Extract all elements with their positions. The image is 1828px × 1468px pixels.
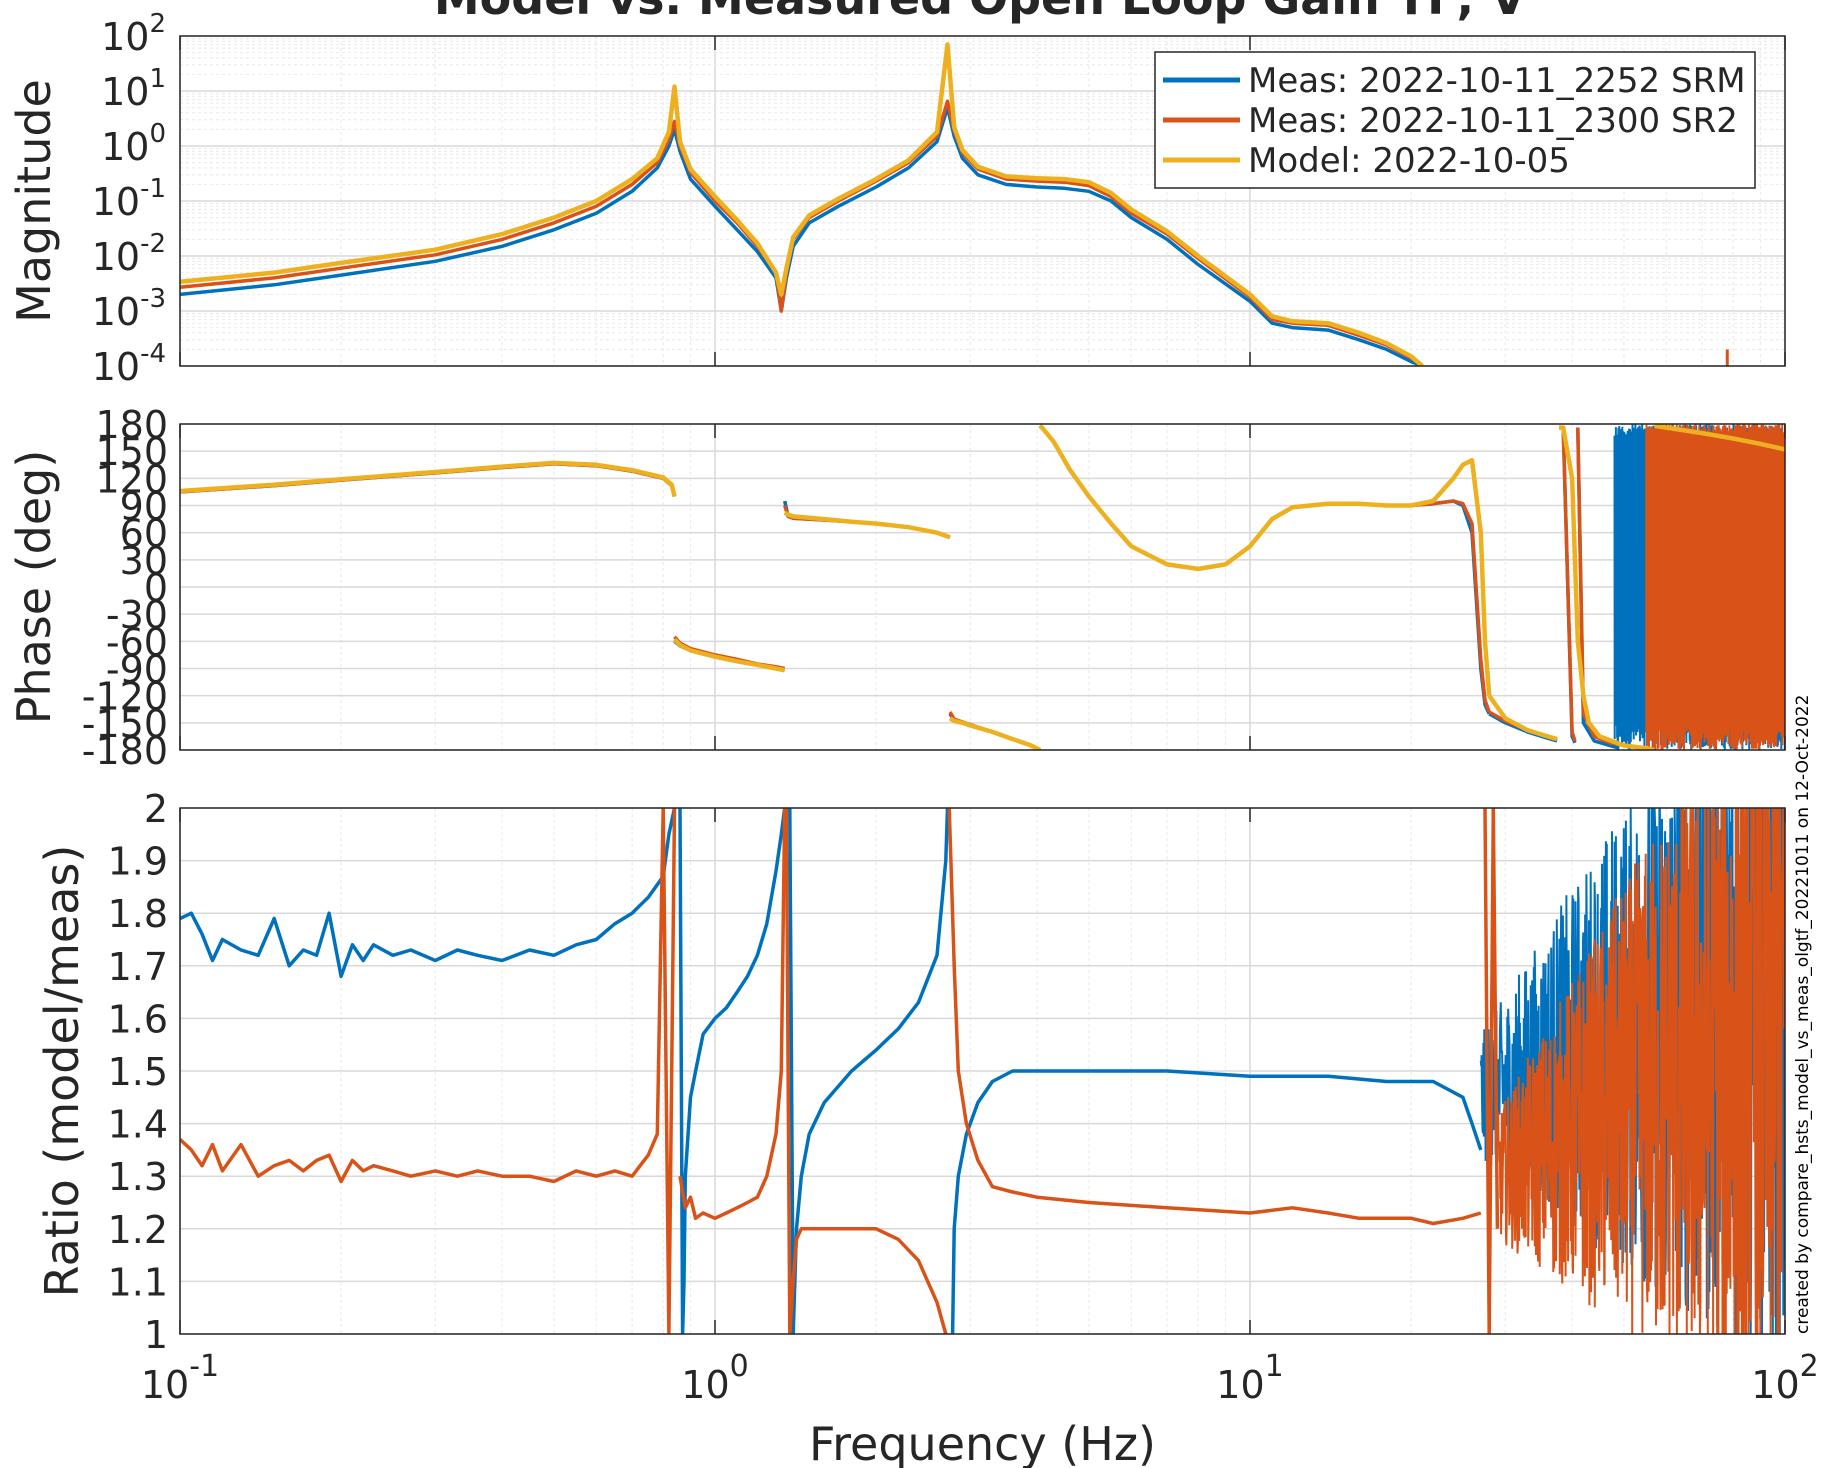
- y-tick-label: -60: [106, 620, 168, 664]
- y-tick-label: 102: [101, 9, 166, 59]
- y-tick-label: 2: [144, 787, 168, 831]
- magnitude-data: [180, 42, 1729, 366]
- y-tick-label: -180: [82, 729, 168, 773]
- side-note: created by compare_hsts_model_vs_meas_ol…: [1793, 695, 1813, 1334]
- y-tick-label: 30: [120, 539, 168, 583]
- series-line-3: [1487, 694, 1558, 742]
- y-tick-label: 1.7: [108, 945, 168, 989]
- y-tick-label: 1.6: [108, 997, 168, 1041]
- y-tick-label: 0: [144, 566, 168, 610]
- series-line-2: [784, 808, 948, 1334]
- x-tick-label: 101: [1216, 1349, 1283, 1407]
- y-tick-label: 1.9: [108, 840, 168, 884]
- series-line-1: [788, 808, 950, 1334]
- y-tick-label: -90: [106, 648, 168, 692]
- series-noise-2: [1645, 424, 1785, 750]
- series-noise-2: [1496, 808, 1785, 1334]
- series-line-2: [947, 808, 1482, 1226]
- phase-axes-box: [179, 423, 1786, 751]
- phase-y-axis-label: Phase (deg): [7, 450, 61, 725]
- y-tick-label: 1.4: [108, 1103, 168, 1147]
- series-line-1: [180, 808, 677, 979]
- magnitude-y-axis-label: Magnitude: [7, 79, 61, 323]
- magnitude-axes-box: [179, 35, 1786, 367]
- y-tick-label: 120: [95, 457, 168, 501]
- phase-data: [180, 424, 1785, 750]
- y-tick-label: 10-3: [92, 284, 166, 334]
- x-tick-label: 102: [1751, 1349, 1818, 1407]
- x-tick-label: 100: [681, 1349, 748, 1407]
- x-axis-label: Frequency (Hz): [809, 1417, 1156, 1468]
- y-tick-label: 101: [101, 64, 166, 114]
- y-tick-label: 60: [120, 512, 168, 556]
- y-tick-label: 10-4: [92, 339, 166, 389]
- x-tick-label: 10-1: [141, 1349, 219, 1407]
- chart-title: Model vs. Measured Open Loop Gain TF; V: [434, 0, 1527, 25]
- y-tick-label: 90: [120, 485, 168, 529]
- series-line-3: [1654, 424, 1785, 452]
- series-line-3: [1038, 424, 1492, 696]
- legend-entry: Meas: 2022-10-11_2300 SR2: [1248, 101, 1738, 141]
- y-tick-label: 1.2: [108, 1208, 168, 1252]
- series-line-2: [1483, 808, 1500, 1334]
- y-tick-label: 1.3: [108, 1155, 168, 1199]
- y-tick-label: 1.1: [108, 1260, 168, 1304]
- y-tick-label: 1.5: [108, 1050, 168, 1094]
- series-line-2: [678, 808, 787, 1221]
- ratio-data: [180, 808, 1785, 1334]
- series-line-3: [783, 510, 951, 540]
- series-line-3: [1559, 425, 1655, 750]
- legend-entry: Model: 2022-10-05: [1248, 141, 1570, 181]
- series-line-2: [180, 808, 677, 1334]
- ratio-y-axis-label: Ratio (model/meas): [35, 845, 89, 1298]
- y-tick-label: 10-2: [92, 229, 166, 279]
- y-tick-label: -120: [82, 675, 168, 719]
- series-line-1: [180, 105, 1424, 366]
- series-line-3: [180, 42, 1424, 366]
- y-tick-label: -150: [82, 702, 168, 746]
- series-line-1: [950, 1069, 1483, 1334]
- y-tick-label: 1.8: [108, 892, 168, 936]
- series-line-3: [948, 716, 1042, 750]
- ratio-y-tick-labels: 1 1.1 1.2 1.3 1.4 1.5 1.6 1.7 1.8 1.9 2: [108, 787, 168, 1357]
- y-tick-label: 100: [101, 119, 166, 169]
- legend-entry: Meas: 2022-10-11_2252 SRM: [1248, 61, 1746, 101]
- series-line-1: [678, 808, 787, 1334]
- legend-box: [1154, 51, 1756, 189]
- series-line-3: [180, 460, 677, 497]
- y-tick-label: 1: [144, 1313, 168, 1357]
- y-tick-label: 180: [95, 403, 168, 447]
- ratio-axes-box: [179, 807, 1786, 1335]
- y-tick-label: 10-1: [92, 174, 166, 224]
- series-line-3: [672, 637, 786, 673]
- panel-ratio: 1 1.1 1.2 1.3 1.4 1.5 1.6 1.7 1.8 1.9 2 10-1 100 101 1…: [35, 787, 1819, 1468]
- y-tick-label: -30: [106, 593, 168, 637]
- y-tick-label: 150: [95, 430, 168, 474]
